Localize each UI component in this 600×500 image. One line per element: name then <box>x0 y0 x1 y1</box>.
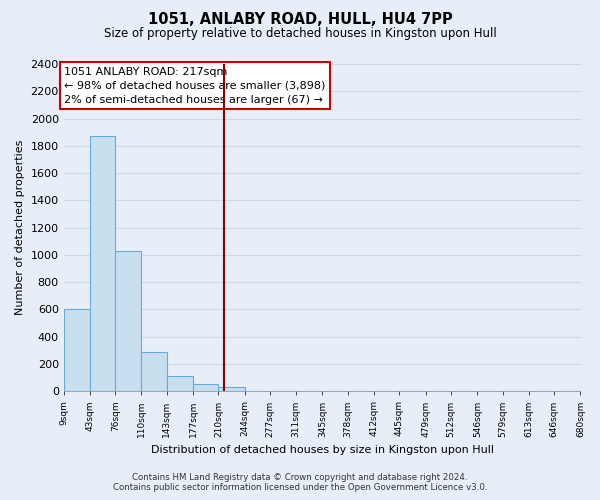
X-axis label: Distribution of detached houses by size in Kingston upon Hull: Distribution of detached houses by size … <box>151 445 494 455</box>
Text: Size of property relative to detached houses in Kingston upon Hull: Size of property relative to detached ho… <box>104 28 496 40</box>
Text: 1051, ANLABY ROAD, HULL, HU4 7PP: 1051, ANLABY ROAD, HULL, HU4 7PP <box>148 12 452 28</box>
Bar <box>115 251 142 392</box>
Bar <box>193 384 218 392</box>
Y-axis label: Number of detached properties: Number of detached properties <box>15 140 25 316</box>
Bar <box>90 136 115 392</box>
Bar <box>167 376 193 392</box>
Text: 1051 ANLABY ROAD: 217sqm
← 98% of detached houses are smaller (3,898)
2% of semi: 1051 ANLABY ROAD: 217sqm ← 98% of detach… <box>64 66 326 104</box>
Bar <box>218 387 245 392</box>
Bar <box>142 352 167 392</box>
Text: Contains HM Land Registry data © Crown copyright and database right 2024.
Contai: Contains HM Land Registry data © Crown c… <box>113 473 487 492</box>
Bar <box>64 310 90 392</box>
